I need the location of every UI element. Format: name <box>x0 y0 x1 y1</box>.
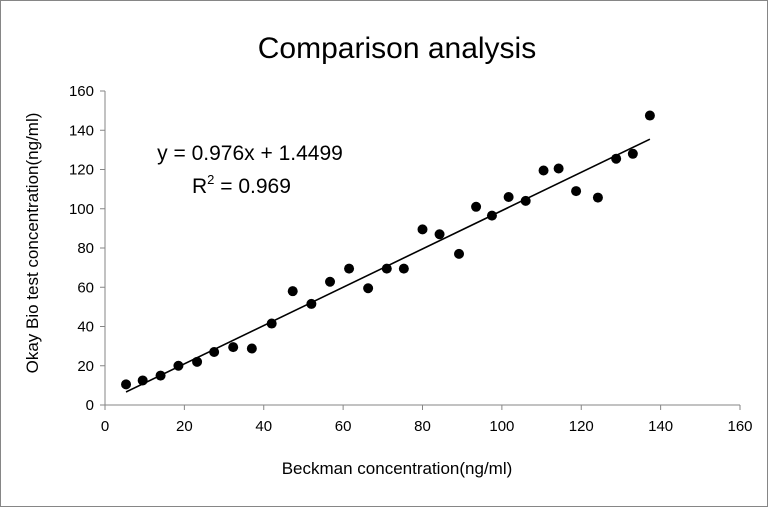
y-tick-label: 60 <box>77 279 94 296</box>
data-point <box>471 201 482 212</box>
data-point <box>571 186 582 197</box>
y-tick-label: 0 <box>86 397 94 414</box>
data-point <box>266 318 277 329</box>
x-tick-label: 60 <box>335 418 352 435</box>
chart-title: Comparison analysis <box>258 32 536 65</box>
y-tick-label: 140 <box>69 122 94 139</box>
data-point <box>627 148 638 159</box>
data-point <box>553 163 564 174</box>
data-point <box>173 360 184 371</box>
x-tick-label: 0 <box>101 418 109 435</box>
data-point <box>325 276 336 287</box>
data-point <box>538 165 549 176</box>
data-point <box>155 370 166 381</box>
x-tick-label: 100 <box>489 418 514 435</box>
y-tick-label: 120 <box>69 162 94 179</box>
data-points <box>121 110 655 390</box>
x-tick-label: 40 <box>255 418 272 435</box>
data-point <box>192 356 203 367</box>
data-point <box>398 263 409 274</box>
axes: 0 20 40 60 80 100 120 140 160 0 20 40 60 80 100 120 140 1… <box>69 83 753 435</box>
data-point <box>434 229 445 240</box>
data-point <box>228 342 239 353</box>
y-tick-label: 100 <box>69 201 94 218</box>
x-axis-title: Beckman concentration(ng/ml) <box>282 459 513 478</box>
data-point <box>137 375 148 386</box>
y-tick-label: 20 <box>77 358 94 375</box>
data-point <box>209 347 220 358</box>
x-tick-label: 160 <box>727 418 752 435</box>
data-point <box>306 298 317 309</box>
data-point <box>520 195 531 206</box>
data-point <box>503 191 514 202</box>
y-axis-title: Okay Bio test concentration(ng/ml) <box>23 113 42 374</box>
x-tick-label: 140 <box>648 418 673 435</box>
y-tick-label: 160 <box>69 83 94 100</box>
data-point <box>644 110 655 121</box>
y-tick-label: 40 <box>77 319 94 336</box>
data-point <box>417 224 428 235</box>
x-tick-label: 120 <box>569 418 594 435</box>
r-squared-r: R <box>192 175 207 198</box>
r-squared-label: R2 = 0.969 <box>192 172 291 198</box>
trendline-equation: y = 0.976x + 1.4499 <box>157 142 343 165</box>
data-point <box>454 248 465 259</box>
data-point <box>287 286 298 297</box>
data-point <box>363 283 374 294</box>
x-tick-label: 20 <box>176 418 193 435</box>
data-point <box>121 379 132 390</box>
data-point <box>344 263 355 274</box>
x-tick-label: 80 <box>414 418 431 435</box>
data-point <box>611 153 622 164</box>
data-point <box>486 210 497 221</box>
data-point <box>381 263 392 274</box>
data-point <box>592 192 603 203</box>
data-point <box>246 343 257 354</box>
r-squared-value: = 0.969 <box>214 175 290 198</box>
y-tick-label: 80 <box>77 240 94 257</box>
r-squared-superscript: 2 <box>207 172 214 187</box>
